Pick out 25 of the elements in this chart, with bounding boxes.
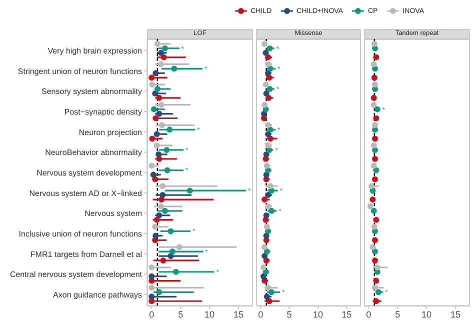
x-tick-label: 5	[178, 309, 184, 320]
y-tick-label: FMR1 targets from Darnell et al	[30, 250, 142, 259]
y-tick-label: Inclusive union of neuron functions	[18, 229, 142, 238]
y-tick-label: Nervous system	[84, 209, 142, 218]
y-tick-label: Stringent union of neuron functions	[18, 66, 142, 76]
y-tick-label: Axon guidance pathways	[53, 290, 142, 300]
y-tick-label: Sensory system abnormality	[42, 87, 142, 96]
x-tick-label: 0	[366, 309, 372, 320]
y-tick-label: Nervous system development	[36, 168, 143, 178]
y-tick-label: NeuroBehavior abnormality	[45, 148, 142, 158]
x-tick-label: 10	[422, 309, 432, 320]
x-tick-label: 5	[286, 309, 292, 320]
y-tick-label: Very high brain expression	[48, 46, 142, 56]
y-tick-label: Central nervous system development	[10, 270, 143, 280]
x-tick-label: 0	[258, 309, 264, 320]
y-tick-label: Nervous system AD or X−linked	[29, 188, 142, 198]
x-tick-label: 0	[149, 309, 154, 320]
y-tick-label: Neuron projection	[78, 128, 142, 137]
x-tick-label: 15	[342, 309, 352, 320]
y-tick-label: Post−synaptic density	[64, 108, 142, 117]
x-tick-label: 10	[312, 309, 323, 320]
x-tick-label: 15	[234, 309, 244, 320]
x-tick-label: 5	[395, 309, 400, 320]
x-tick-label: 15	[450, 309, 461, 320]
x-tick-label: 10	[204, 309, 215, 320]
